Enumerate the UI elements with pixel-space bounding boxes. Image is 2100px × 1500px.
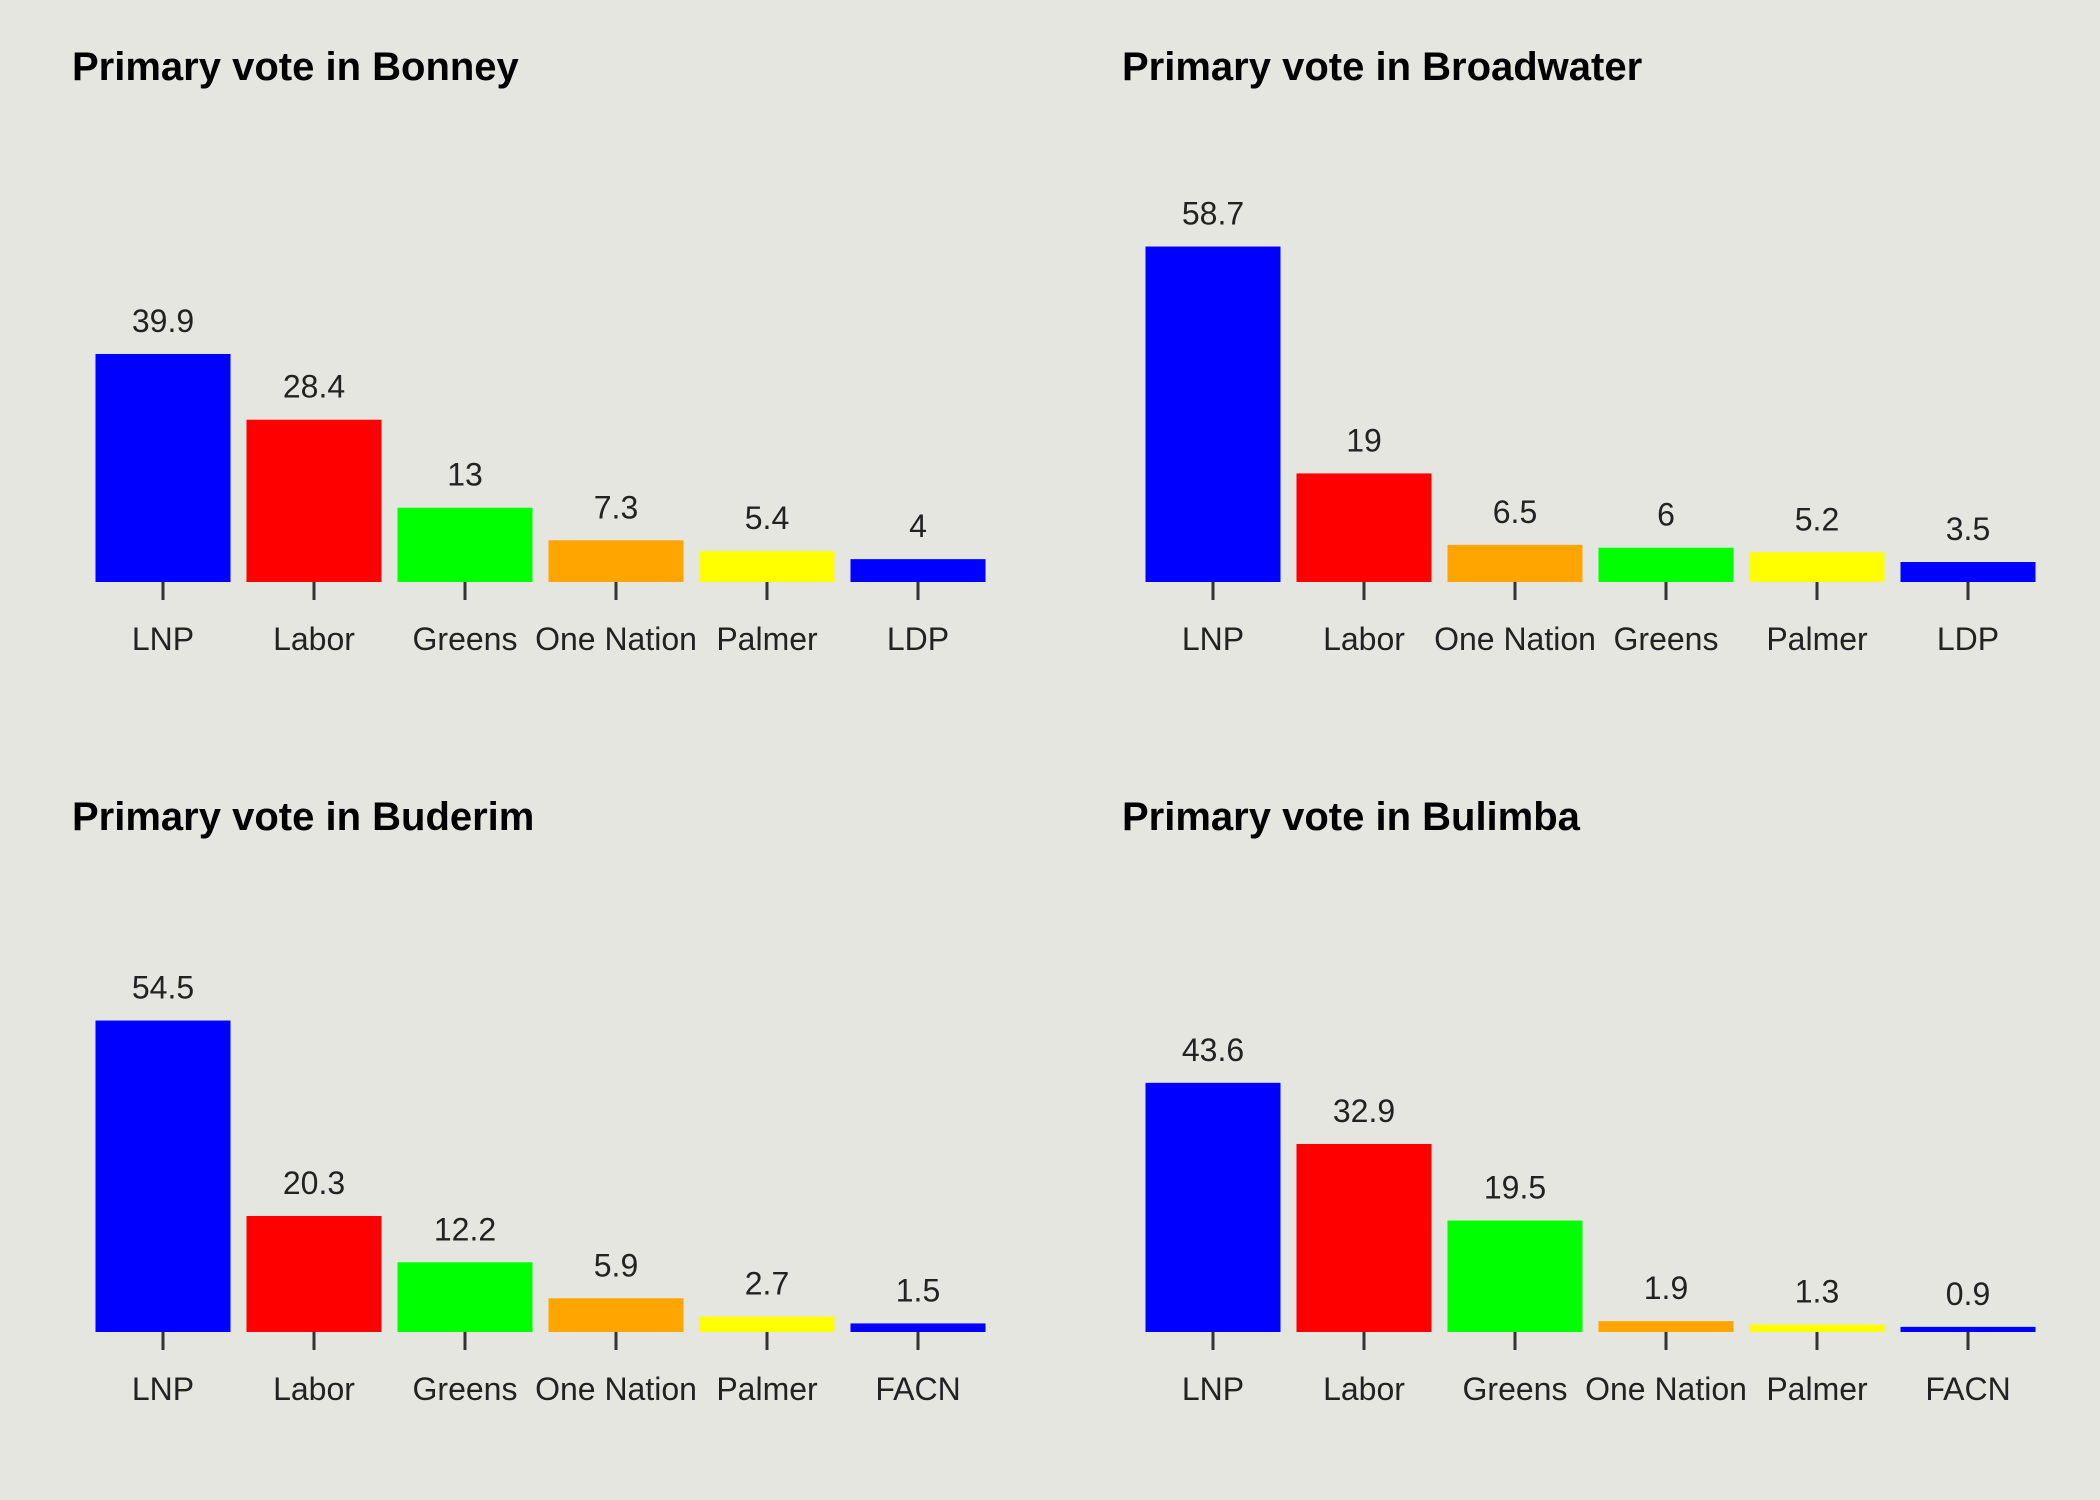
- bar: [1145, 246, 1281, 583]
- bar: [1447, 1220, 1583, 1332]
- chart-panel-3: Primary vote in Buderim 54.5 LNP 20.3 Labor 1…: [72, 795, 986, 1407]
- x-tick-label: Greens: [1463, 1371, 1568, 1407]
- x-tick-label: Palmer: [716, 621, 818, 657]
- data-label: 5.9: [594, 1247, 638, 1283]
- data-label: 1.5: [896, 1272, 940, 1308]
- bar: [397, 1262, 533, 1332]
- bar: [850, 1323, 986, 1332]
- bar: [1900, 561, 2036, 582]
- bar: [1296, 473, 1432, 582]
- data-label: 0.9: [1946, 1276, 1990, 1312]
- x-tick-label: Palmer: [1766, 621, 1868, 657]
- x-tick-label: One Nation: [535, 621, 697, 657]
- x-tick-label: Greens: [413, 1371, 518, 1407]
- bar: [95, 1020, 231, 1332]
- x-tick-label: Labor: [273, 1371, 355, 1407]
- bar: [699, 1316, 835, 1332]
- bar: [246, 1215, 382, 1332]
- x-tick-label: Palmer: [1766, 1371, 1868, 1407]
- data-label: 19: [1346, 422, 1382, 458]
- data-label: 5.2: [1795, 501, 1839, 537]
- x-tick-label: Greens: [413, 621, 518, 657]
- data-label: 2.7: [745, 1266, 789, 1302]
- chart-title: Primary vote in Broadwater: [1122, 45, 1642, 89]
- chart-panel-2: Primary vote in Broadwater 58.7 LNP 19 Labor…: [1122, 45, 2036, 657]
- bar: [246, 419, 382, 582]
- x-tick-label: LNP: [132, 1371, 194, 1407]
- data-label: 19.5: [1484, 1170, 1546, 1206]
- data-label: 3.5: [1946, 511, 1990, 547]
- chart-panel-1: Primary vote in Bonney 39.9 LNP 28.4 Labor 13…: [72, 45, 986, 657]
- x-tick-label: Greens: [1614, 621, 1719, 657]
- x-tick-label: Labor: [273, 621, 355, 657]
- data-label: 7.3: [594, 489, 638, 525]
- x-tick-label: Palmer: [716, 1371, 818, 1407]
- x-tick-label: One Nation: [535, 1371, 697, 1407]
- chart-panel-4: Primary vote in Bulimba 43.6 LNP 32.9 Labor 1…: [1122, 795, 2036, 1407]
- bar: [1598, 547, 1734, 582]
- data-label: 6.5: [1493, 494, 1537, 530]
- data-label: 6: [1657, 497, 1675, 533]
- data-label: 43.6: [1182, 1032, 1244, 1068]
- x-tick-label: LNP: [132, 621, 194, 657]
- data-label: 58.7: [1182, 196, 1244, 232]
- data-label: 12.2: [434, 1211, 496, 1247]
- bar: [1296, 1143, 1432, 1332]
- chart-title: Primary vote in Bulimba: [1122, 795, 1581, 839]
- chart-title: Primary vote in Buderim: [72, 795, 534, 839]
- data-label: 39.9: [132, 303, 194, 339]
- x-tick-label: Labor: [1323, 621, 1405, 657]
- x-tick-label: LNP: [1182, 1371, 1244, 1407]
- bar: [1749, 1324, 1885, 1332]
- data-label: 1.3: [1795, 1274, 1839, 1310]
- bar: [548, 1298, 684, 1332]
- bar: [850, 559, 986, 582]
- bar: [1900, 1326, 2036, 1332]
- x-tick-label: LDP: [1937, 621, 1999, 657]
- bar: [1145, 1082, 1281, 1332]
- bar: [1749, 552, 1885, 582]
- bar: [699, 551, 835, 582]
- bar: [397, 507, 533, 582]
- x-tick-label: FACN: [875, 1371, 960, 1407]
- data-label: 28.4: [283, 369, 345, 405]
- data-label: 32.9: [1333, 1093, 1395, 1129]
- bar: [548, 540, 684, 582]
- chart-title: Primary vote in Bonney: [72, 45, 520, 89]
- data-label: 54.5: [132, 970, 194, 1006]
- x-tick-label: LNP: [1182, 621, 1244, 657]
- x-tick-label: One Nation: [1585, 1371, 1747, 1407]
- data-label: 5.4: [745, 500, 789, 536]
- data-label: 13: [447, 457, 483, 493]
- bar: [1447, 544, 1583, 582]
- data-label: 1.9: [1644, 1270, 1688, 1306]
- bar: [95, 353, 231, 582]
- x-tick-label: Labor: [1323, 1371, 1405, 1407]
- x-tick-label: LDP: [887, 621, 949, 657]
- data-label: 20.3: [283, 1165, 345, 1201]
- x-tick-label: One Nation: [1434, 621, 1596, 657]
- bar: [1598, 1321, 1734, 1332]
- x-tick-label: FACN: [1925, 1371, 2010, 1407]
- data-label: 4: [909, 508, 927, 544]
